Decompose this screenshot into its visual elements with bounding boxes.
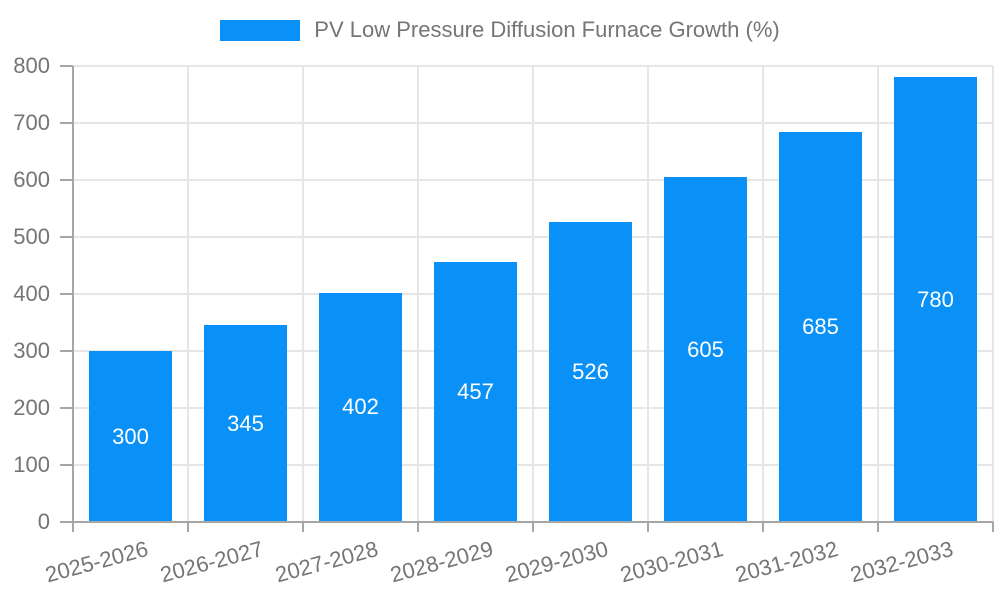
bar[interactable]: [89, 351, 172, 522]
bar-value-label: 402: [342, 394, 379, 420]
x-axis-tick: [992, 522, 994, 532]
y-tick-label: 800: [13, 53, 50, 78]
y-tick-label: 500: [13, 224, 50, 249]
gridline-vertical: [302, 66, 304, 522]
bar[interactable]: [204, 325, 287, 522]
bar[interactable]: [664, 177, 747, 522]
gridline-vertical: [992, 66, 994, 522]
x-tick-label: 2032-2033: [847, 536, 956, 588]
gridline-vertical: [187, 66, 189, 522]
x-axis-tick: [72, 522, 74, 532]
bar[interactable]: [434, 261, 517, 522]
bar[interactable]: [894, 77, 977, 522]
gridline-vertical: [647, 66, 649, 522]
x-tick-label: 2028-2029: [387, 536, 496, 588]
bar[interactable]: [319, 292, 402, 522]
y-tick-label: 100: [13, 452, 50, 477]
gridline-vertical: [532, 66, 534, 522]
gridline-vertical: [762, 66, 764, 522]
y-axis-line: [72, 66, 74, 522]
x-axis-tick: [302, 522, 304, 532]
y-tick-label: 200: [13, 395, 50, 420]
x-axis-tick: [417, 522, 419, 532]
y-tick-label: 400: [13, 281, 50, 306]
y-axis-tick: [60, 407, 73, 409]
y-tick-label: 700: [13, 110, 50, 135]
bar[interactable]: [549, 222, 632, 522]
bar-value-label: 526: [572, 359, 609, 385]
legend-item[interactable]: PV Low Pressure Diffusion Furnace Growth…: [0, 17, 1000, 43]
x-tick-label: 2027-2028: [272, 536, 381, 588]
x-axis-tick: [532, 522, 534, 532]
y-tick-label: 600: [13, 167, 50, 192]
y-axis-tick: [60, 122, 73, 124]
gridline-vertical: [877, 66, 879, 522]
y-tick-label: 0: [37, 509, 50, 534]
bar-value-label: 300: [112, 423, 149, 449]
y-axis-tick: [60, 293, 73, 295]
y-axis-tick: [60, 236, 73, 238]
y-axis-tick: [60, 521, 73, 523]
x-axis-tick: [762, 522, 764, 532]
legend-swatch: [220, 19, 301, 41]
x-tick-label: 2030-2031: [617, 536, 726, 588]
x-axis-line: [64, 521, 993, 523]
y-axis-tick: [60, 179, 73, 181]
bar-value-label: 605: [687, 336, 724, 362]
x-tick-label: 2031-2032: [732, 536, 841, 588]
x-tick-label: 2029-2030: [502, 536, 611, 588]
y-tick-label: 300: [13, 338, 50, 363]
bar-value-label: 780: [917, 286, 954, 312]
bar-value-label: 685: [802, 313, 839, 339]
y-axis-tick: [60, 464, 73, 466]
x-axis-tick: [187, 522, 189, 532]
y-axis-tick: [60, 350, 73, 352]
x-axis-tick: [647, 522, 649, 532]
bar-value-label: 345: [227, 410, 264, 436]
x-tick-label: 2025-2026: [42, 536, 151, 588]
bar-value-label: 457: [457, 378, 494, 404]
x-axis-tick: [877, 522, 879, 532]
gridline-vertical: [417, 66, 419, 522]
bar[interactable]: [779, 131, 862, 522]
x-tick-label: 2026-2027: [157, 536, 266, 588]
legend-label: PV Low Pressure Diffusion Furnace Growth…: [314, 17, 780, 42]
y-axis-tick: [60, 65, 73, 67]
